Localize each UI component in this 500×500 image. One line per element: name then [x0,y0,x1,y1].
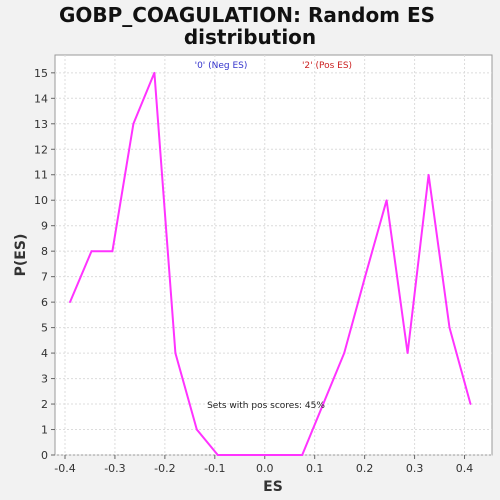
y-tick-label: 5 [41,322,48,335]
data-point [258,454,261,456]
y-tick-label: 8 [41,245,48,258]
data-point [448,326,451,329]
data-point [174,352,177,354]
x-tick-label: -0.2 [154,462,175,475]
y-tick-label: 2 [41,398,48,411]
data-point [153,71,156,74]
pos-scores-annotation: Sets with pos scores: 45% [207,401,325,411]
chart-title-line-1: GOBP_COAGULATION: Random ES [59,3,435,27]
y-tick-label: 13 [34,118,48,131]
y-tick-label: 6 [41,296,48,309]
legend-pos-es: '2' (Pos ES) [302,61,352,71]
y-tick-label: 3 [41,373,48,386]
data-point [406,352,409,354]
data-point [216,454,219,456]
x-tick-label: -0.4 [54,462,75,475]
series-layer [69,71,472,456]
data-point [195,428,198,431]
data-point [343,352,346,354]
data-point [90,250,93,253]
data-point [385,199,388,202]
x-tick-label: 0.3 [406,462,424,475]
x-axis-label: ES [263,479,283,495]
x-tick-label: 0.1 [306,462,324,475]
data-point [469,403,472,405]
y-tick-label: 0 [41,449,48,462]
x-tick-label: 0.4 [456,462,474,475]
legend-neg-es: '0' (Neg ES) [195,61,248,71]
y-tick-label: 1 [41,424,48,437]
data-point [364,275,367,278]
y-tick-label: 14 [34,92,48,105]
data-point [279,454,282,456]
data-point [111,250,114,253]
y-tick-label: 9 [41,220,48,233]
data-point [132,122,135,125]
series-line-0 [69,72,472,456]
y-tick-label: 15 [34,67,48,80]
plot-area [54,54,493,456]
data-point [69,301,71,304]
data-point [237,454,240,456]
y-tick-label: 10 [34,194,48,207]
data-point [427,173,430,176]
x-tick-label: 0.2 [356,462,374,475]
data-point [301,454,304,456]
y-tick-label: 12 [34,143,48,156]
y-tick-label: 11 [34,169,48,182]
y-axis-label: P(ES) [13,234,29,277]
x-tick-label: -0.1 [204,462,225,475]
chart-title-line-2: distribution [184,25,316,49]
y-tick-label: 7 [41,271,48,284]
x-tick-label: -0.3 [104,462,125,475]
y-tick-label: 4 [41,347,48,360]
grid [55,55,492,456]
data-point [322,403,325,405]
x-tick-label: 0.0 [256,462,274,475]
